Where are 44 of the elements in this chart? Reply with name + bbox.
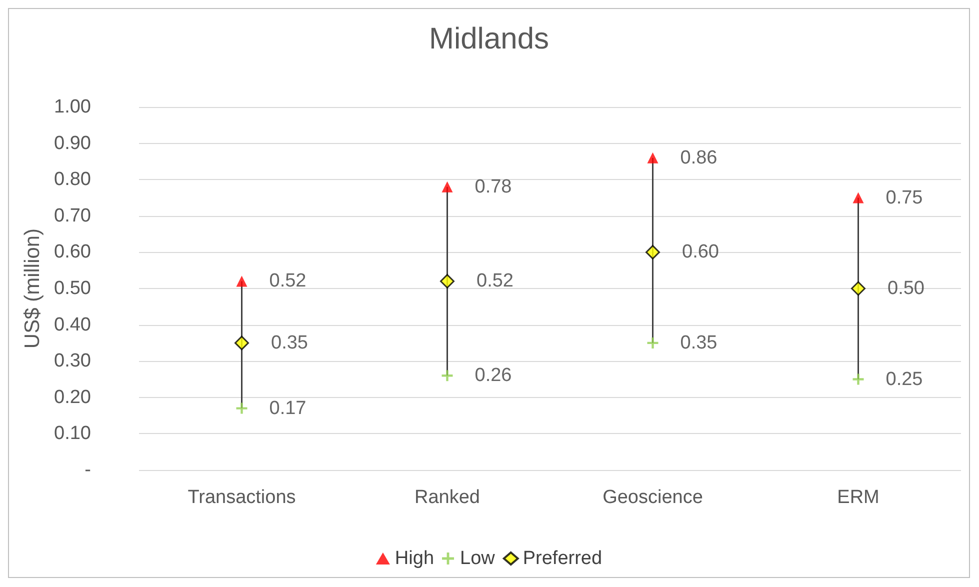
point bbox=[647, 337, 658, 348]
point bbox=[236, 276, 248, 287]
point bbox=[234, 336, 249, 350]
data-label: 0.26 bbox=[474, 365, 512, 386]
point bbox=[852, 374, 864, 385]
y-tick-label: 0.60 bbox=[54, 242, 91, 263]
data-label: 0.35 bbox=[271, 332, 308, 354]
y-tick-label: 0.50 bbox=[54, 278, 91, 299]
point bbox=[236, 402, 248, 414]
data-label: 0.75 bbox=[886, 187, 923, 208]
legend-label: Low bbox=[460, 548, 496, 569]
data-label: 0.78 bbox=[474, 176, 512, 198]
chart-title: Midlands bbox=[428, 22, 550, 56]
data-label: 0.60 bbox=[682, 242, 719, 263]
data-label: 0.35 bbox=[680, 332, 718, 354]
y-tick-label: 0.80 bbox=[54, 169, 91, 190]
data-label: 0.50 bbox=[888, 278, 924, 299]
x-tick-label: ERM bbox=[837, 487, 880, 508]
x-tick-label: Geoscience bbox=[602, 487, 703, 508]
x-tick-label: Transactions bbox=[188, 487, 296, 508]
y-tick-label: 1.00 bbox=[54, 96, 91, 118]
y-tick-label: 0.70 bbox=[54, 205, 91, 226]
data-label: 0.52 bbox=[269, 270, 306, 292]
point bbox=[440, 274, 454, 288]
point bbox=[442, 181, 453, 192]
x-tick-label: Ranked bbox=[414, 487, 480, 508]
point bbox=[647, 152, 658, 164]
legend-label: High bbox=[394, 548, 434, 569]
data-label: 0.25 bbox=[886, 368, 923, 390]
y-tick-label: 0.10 bbox=[54, 423, 91, 444]
y-tick-label: - bbox=[84, 460, 91, 480]
data-label: 0.86 bbox=[680, 147, 718, 168]
point bbox=[442, 370, 453, 382]
y-tick-label: 0.40 bbox=[54, 314, 91, 336]
y-tick-label: 0.20 bbox=[54, 386, 91, 408]
point bbox=[851, 281, 866, 296]
y-tick-label: 0.30 bbox=[54, 350, 91, 372]
point bbox=[646, 244, 660, 260]
y-tick-label: 0.90 bbox=[54, 132, 91, 154]
y-axis-title: US$ (million) bbox=[21, 228, 44, 349]
data-label: 0.17 bbox=[269, 398, 306, 419]
point bbox=[852, 192, 864, 204]
legend-label: Preferred bbox=[522, 548, 602, 569]
data-label: 0.52 bbox=[476, 270, 514, 292]
